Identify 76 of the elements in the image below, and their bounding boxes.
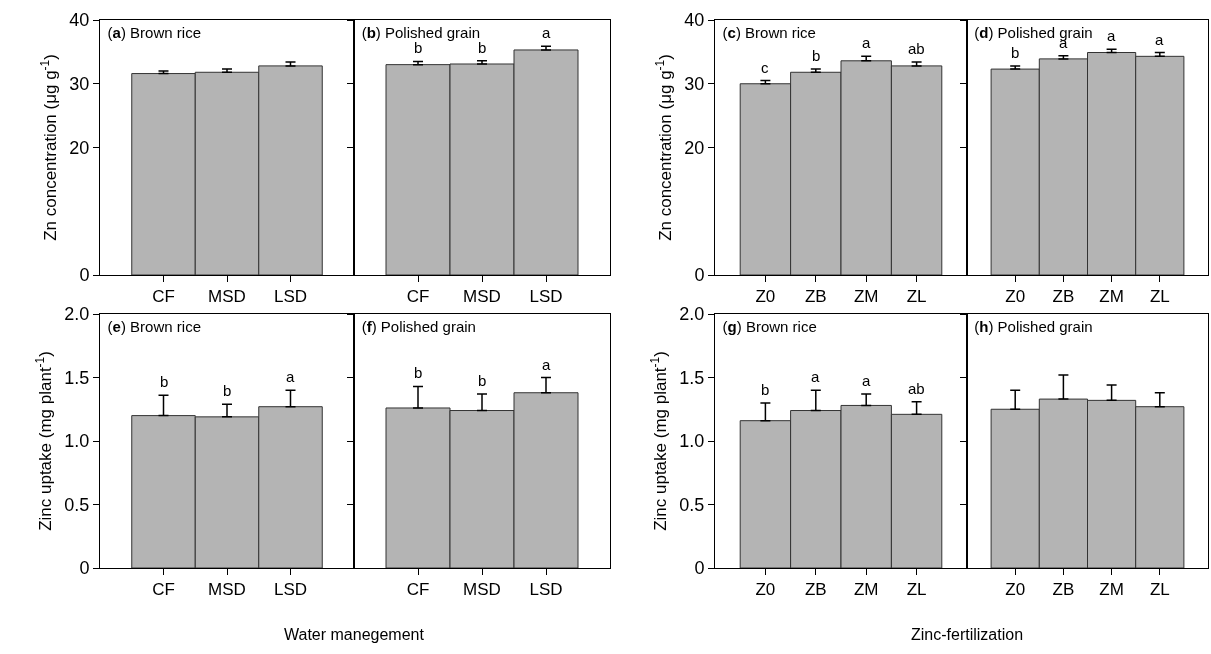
x-tick-label: MSD [463, 287, 501, 307]
y-tick-label: 20 [684, 137, 705, 158]
y-tick-label: 1.5 [679, 367, 705, 388]
data-label: a [862, 372, 871, 389]
y-tick-label: 30 [684, 74, 705, 95]
y-tick-label: 2.0 [679, 304, 705, 325]
y-tick-label: 0.5 [64, 494, 90, 515]
data-label: b [414, 39, 423, 56]
y-tick-label: 1.5 [64, 367, 90, 388]
data-label: ab [908, 380, 925, 397]
x-tick-label: CF [152, 287, 175, 307]
y-tick-label: 20 [69, 137, 90, 158]
x-tick-label: CF [406, 580, 430, 600]
x-tick-label: ZB [1052, 287, 1075, 307]
data-label: a [542, 24, 551, 41]
x-tick-label: ZM [853, 580, 879, 600]
data-label: a [862, 34, 871, 51]
x-tick-label: LSD [273, 580, 308, 600]
x-tick-label: ZM [1099, 287, 1124, 307]
x-tick-label: ZM [853, 287, 879, 307]
data-label: b [160, 373, 169, 390]
data-label: a [811, 368, 820, 385]
x-tick-label: ZL [1149, 287, 1170, 307]
x-tick-label: MSD [463, 580, 501, 600]
data-label: b [478, 372, 487, 389]
y-tick-label: 40 [69, 10, 90, 31]
y-tick-label: 2.0 [64, 304, 90, 325]
data-label: a [286, 368, 295, 385]
x-axis-title: Water manegement [284, 626, 425, 643]
x-tick-label: Z0 [1005, 287, 1026, 307]
data-label: b [1011, 44, 1020, 61]
data-label: b [223, 382, 232, 399]
y-tick-label: 0 [694, 265, 705, 286]
chart-title: (d) Polished grain [974, 24, 1093, 42]
data-label: ab [908, 40, 925, 57]
x-tick-label: Z0 [1005, 580, 1026, 600]
x-tick-label: ZB [1052, 580, 1075, 600]
y-tick-label: 1.0 [64, 431, 90, 452]
y-tick-label: 1.0 [679, 431, 705, 452]
x-tick-label: ZB [804, 580, 827, 600]
x-tick-label: Z0 [755, 287, 776, 307]
chart-title: (c) Brown rice [722, 24, 816, 42]
y-tick-label: 0 [694, 558, 705, 579]
y-tick-label: 30 [69, 74, 90, 95]
x-tick-label: LSD [529, 287, 563, 307]
x-tick-label: Z0 [755, 580, 776, 600]
chart-title: (f) Polished grain [361, 318, 476, 336]
y-tick-label: 0 [79, 265, 90, 286]
data-label: a [1155, 31, 1164, 48]
data-label: a [1107, 27, 1116, 44]
x-tick-label: ZB [804, 287, 827, 307]
chart-title: (b) Polished grain [361, 24, 481, 42]
x-tick-label: ZL [1149, 580, 1170, 600]
chart-title: (g) Brown rice [722, 318, 817, 336]
x-tick-label: MSD [208, 287, 246, 307]
data-label: b [761, 381, 770, 398]
data-label: b [478, 39, 487, 56]
data-label: b [812, 47, 821, 64]
data-label: a [542, 356, 551, 373]
data-label: c [761, 59, 769, 76]
x-tick-label: ZL [906, 287, 927, 307]
x-tick-label: CF [406, 287, 430, 307]
x-axis-title: Zinc-fertilization [911, 626, 1024, 643]
chart-title: (e) Brown rice [107, 318, 201, 336]
x-tick-label: MSD [208, 580, 246, 600]
x-tick-label: LSD [529, 580, 563, 600]
y-tick-label: 0 [79, 558, 90, 579]
y-tick-label: 0.5 [679, 494, 705, 515]
x-tick-label: CF [152, 580, 175, 600]
chart-title: (h) Polished grain [974, 318, 1093, 336]
data-label: b [414, 364, 423, 381]
x-tick-label: ZM [1099, 580, 1124, 600]
x-tick-label: ZL [906, 580, 927, 600]
chart-title: (a) Brown rice [107, 24, 201, 42]
y-tick-label: 40 [684, 10, 705, 31]
x-tick-label: LSD [273, 287, 308, 307]
